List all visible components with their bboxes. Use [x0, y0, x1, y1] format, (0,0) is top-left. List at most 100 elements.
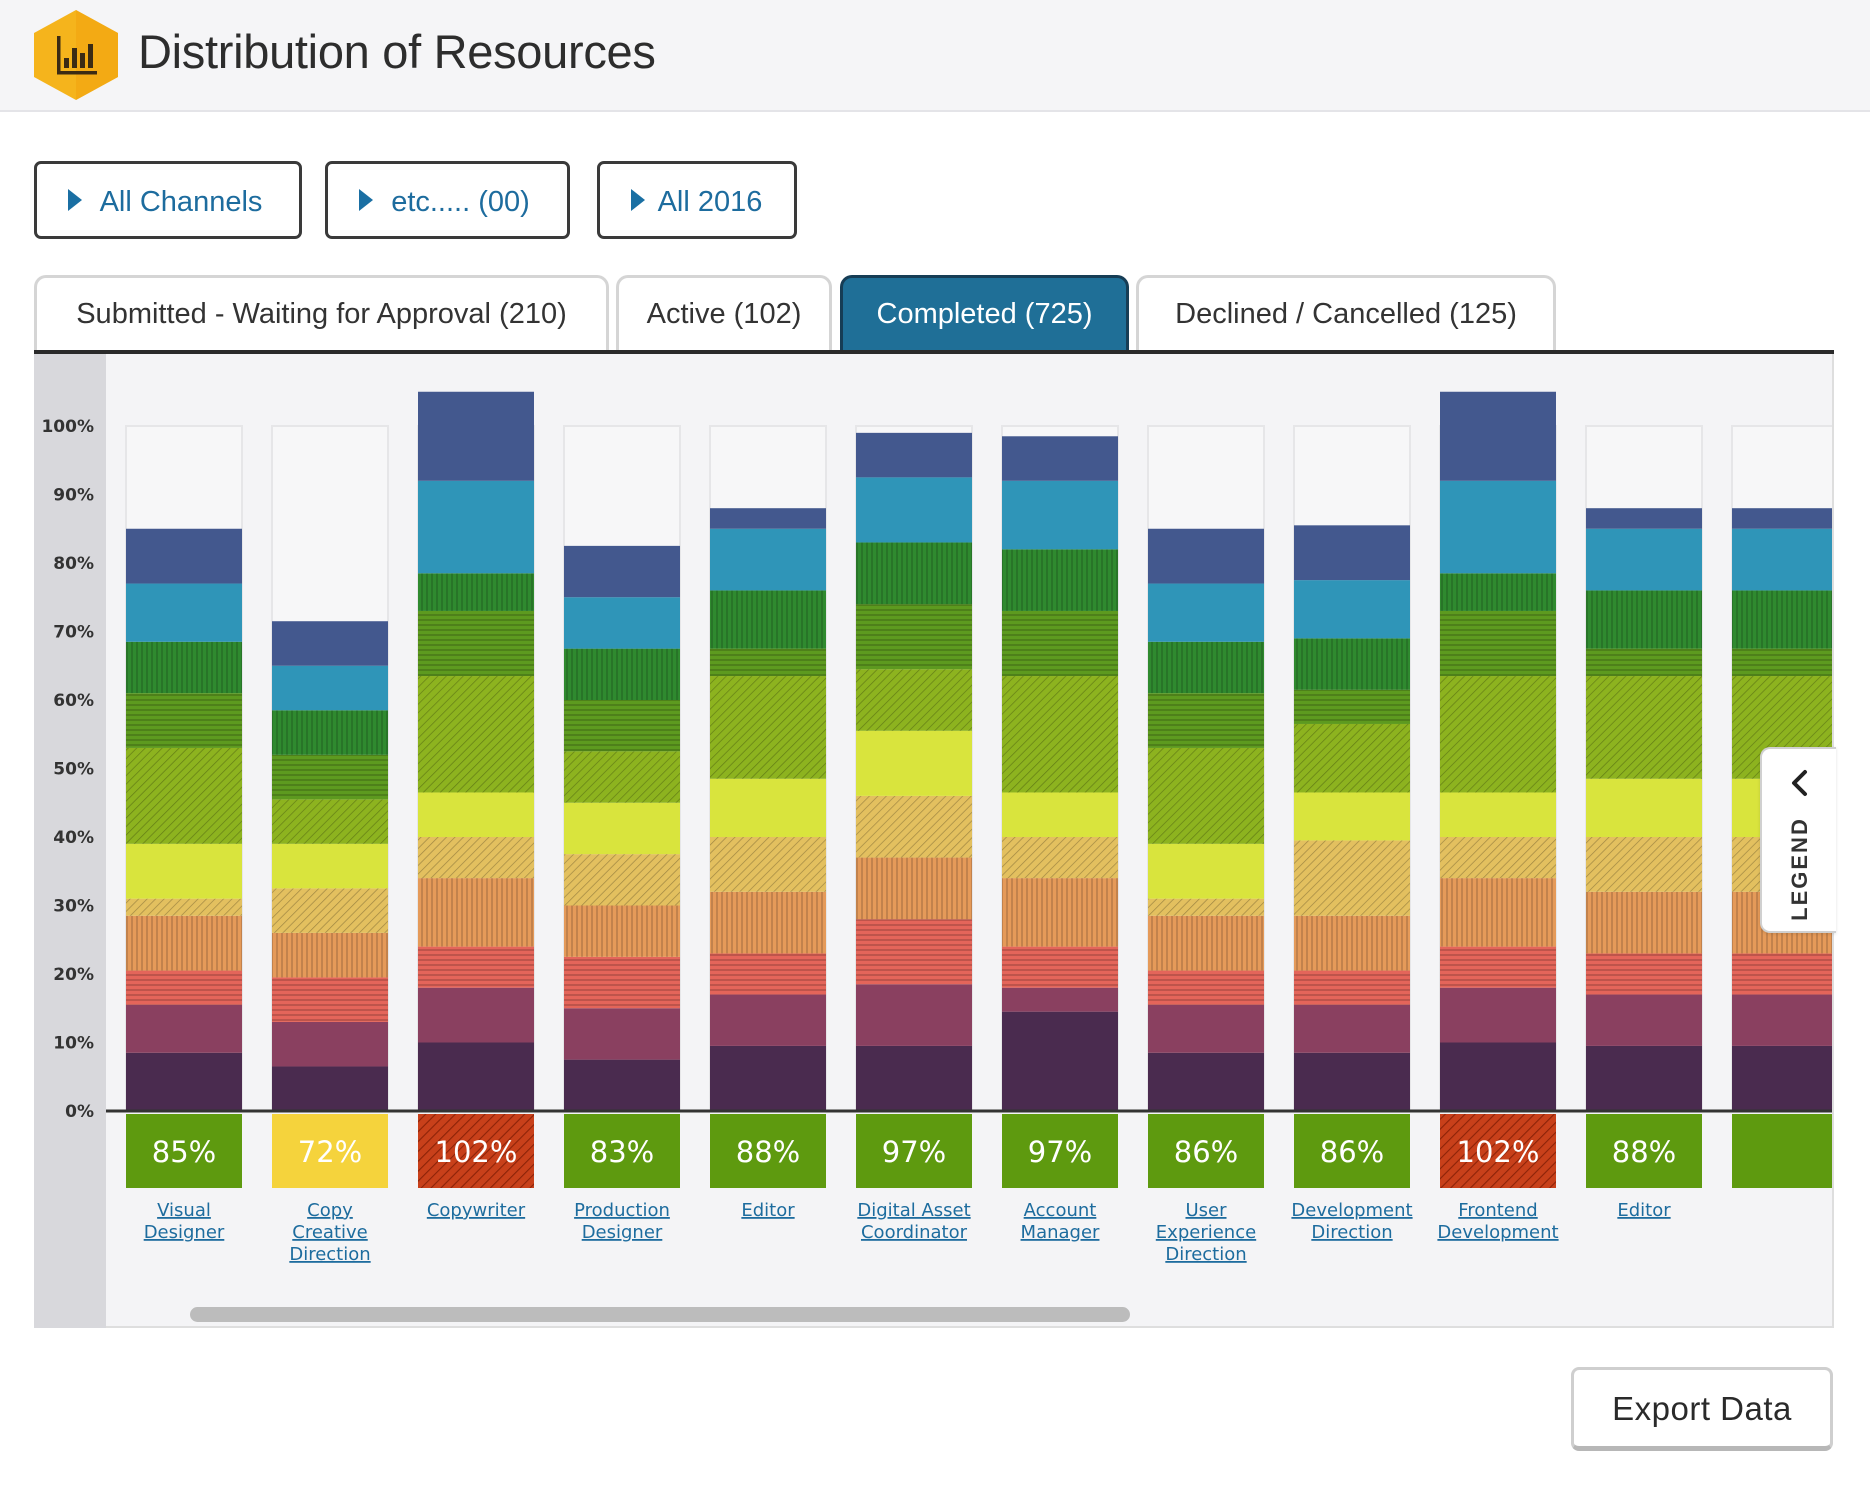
bar-segment[interactable]: [1586, 994, 1702, 1046]
category-link[interactable]: Development: [1291, 1200, 1412, 1221]
bar-segment[interactable]: [1148, 1004, 1264, 1053]
bar-segment[interactable]: [126, 528, 242, 584]
bar-segment[interactable]: [418, 391, 534, 481]
bar-segment[interactable]: [564, 802, 680, 855]
utilization-badge: [564, 1114, 680, 1188]
bar-segment[interactable]: [1002, 480, 1118, 550]
bar-segment[interactable]: [710, 994, 826, 1046]
category-link[interactable]: Creative: [292, 1222, 367, 1243]
bar-segment[interactable]: [1294, 580, 1410, 639]
bar-segment[interactable]: [1148, 1052, 1264, 1111]
bar-segment[interactable]: [564, 597, 680, 649]
category-link[interactable]: Direction: [289, 1244, 370, 1265]
legend-toggle[interactable]: LEGEND: [1760, 747, 1836, 933]
bar-segment[interactable]: [1294, 792, 1410, 841]
bar-segment[interactable]: [418, 1042, 534, 1112]
bar-segment[interactable]: [418, 792, 534, 837]
bar-chart-hexagon-icon: [34, 10, 118, 100]
bar-segment[interactable]: [1732, 508, 1832, 529]
bar-segment[interactable]: [1732, 1045, 1832, 1111]
bar-segment[interactable]: [1294, 1052, 1410, 1111]
bar-segment[interactable]: [856, 477, 972, 543]
chart-viewport[interactable]: 2%Visualsignction85%VisualDesigner72%Cop…: [106, 354, 1832, 1326]
category-link[interactable]: Designer: [582, 1222, 663, 1243]
bar-segment[interactable]: [1440, 1042, 1556, 1112]
bar-segment[interactable]: [126, 1004, 242, 1053]
bar-segment[interactable]: [1002, 1011, 1118, 1111]
bar-segment[interactable]: [272, 1066, 388, 1111]
bar-segment[interactable]: [564, 545, 680, 598]
category-link[interactable]: Account: [1024, 1200, 1097, 1221]
category-link[interactable]: Digital Asset: [857, 1200, 970, 1221]
tab-completed[interactable]: Completed (725): [840, 275, 1129, 353]
bar-segment[interactable]: [1148, 528, 1264, 584]
category-link[interactable]: Editor: [1617, 1200, 1671, 1221]
bar-group: 102% Copywriter: [417, 391, 535, 1221]
bar-segment[interactable]: [856, 1045, 972, 1111]
bar-segment[interactable]: [1440, 480, 1556, 574]
bar-segment[interactable]: [418, 987, 534, 1043]
category-link[interactable]: Direction: [1165, 1244, 1246, 1265]
bar-segment[interactable]: [1148, 583, 1264, 642]
bar-segment[interactable]: [272, 1021, 388, 1067]
bar-segment[interactable]: [856, 432, 972, 478]
bar-segment[interactable]: [1148, 843, 1264, 899]
bar-segment[interactable]: [710, 778, 826, 837]
bar-segment[interactable]: [856, 984, 972, 1046]
channels-filter-button[interactable]: All Channels: [34, 161, 302, 239]
tab-active[interactable]: Active (102): [616, 275, 832, 353]
bar-segment[interactable]: [1002, 436, 1118, 481]
category-link[interactable]: Editor: [741, 1200, 795, 1221]
bar-segment[interactable]: [1002, 987, 1118, 1012]
bar-segment[interactable]: [1294, 525, 1410, 581]
bar-segment[interactable]: [418, 480, 534, 574]
etc-filter-button[interactable]: etc..... (00): [325, 161, 570, 239]
export-data-button[interactable]: Export Data: [1571, 1367, 1833, 1451]
bar-segment[interactable]: [1586, 528, 1702, 591]
caret-right-icon: [68, 189, 82, 211]
bar-segment[interactable]: [1732, 528, 1832, 591]
category-link[interactable]: User: [1185, 1200, 1227, 1221]
category-link[interactable]: Manager: [1021, 1222, 1100, 1243]
bar-segment-pattern: [1294, 689, 1410, 724]
bar-segment[interactable]: [1586, 508, 1702, 529]
tab-submitted[interactable]: Submitted - Waiting for Approval (210): [34, 275, 609, 353]
bar-segment[interactable]: [564, 1008, 680, 1060]
bar-segment[interactable]: [126, 1052, 242, 1111]
bar-segment[interactable]: [126, 843, 242, 899]
category-link[interactable]: Copy: [307, 1200, 353, 1221]
bar-segment[interactable]: [710, 528, 826, 591]
bar-segment[interactable]: [856, 730, 972, 796]
category-link[interactable]: Coordinator: [861, 1222, 968, 1243]
bar-segment[interactable]: [1732, 994, 1832, 1046]
bar-segment-pattern: [1294, 915, 1410, 971]
category-link[interactable]: Production: [574, 1200, 670, 1221]
bar-segment[interactable]: [272, 843, 388, 889]
bar-segment[interactable]: [1440, 792, 1556, 837]
category-link[interactable]: Copywriter: [427, 1200, 526, 1221]
bar-segment[interactable]: [564, 1059, 680, 1111]
bar-segment[interactable]: [1586, 778, 1702, 837]
bar-segment[interactable]: [272, 621, 388, 666]
bar-segment[interactable]: [272, 665, 388, 711]
bar-segment[interactable]: [1002, 792, 1118, 837]
year-filter-button[interactable]: All 2016: [597, 161, 797, 239]
tab-declined-cancelled[interactable]: Declined / Cancelled (125): [1136, 275, 1556, 353]
category-link[interactable]: Frontend: [1458, 1200, 1537, 1221]
bar-segment[interactable]: [1586, 1045, 1702, 1111]
y-tick-label: 90%: [53, 486, 94, 506]
bar-segment[interactable]: [1294, 1004, 1410, 1053]
bar-segment[interactable]: [126, 583, 242, 642]
category-link[interactable]: Development: [1437, 1222, 1558, 1243]
category-link[interactable]: Direction: [1311, 1222, 1392, 1243]
category-link[interactable]: Experience: [1156, 1222, 1256, 1243]
bar-segment[interactable]: [1440, 391, 1556, 481]
category-link[interactable]: Visual: [157, 1200, 211, 1221]
horizontal-scrollbar[interactable]: [190, 1307, 1130, 1322]
category-link[interactable]: Designer: [144, 1222, 225, 1243]
bar-segment[interactable]: [710, 1045, 826, 1111]
bar-segment[interactable]: [1440, 987, 1556, 1043]
y-tick-label: 100%: [41, 417, 94, 437]
bar-segment-pattern: [1440, 878, 1556, 947]
bar-segment[interactable]: [710, 508, 826, 529]
